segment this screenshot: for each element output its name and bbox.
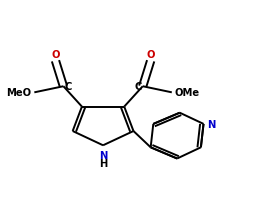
Text: N: N xyxy=(207,119,216,129)
Text: C: C xyxy=(134,82,141,92)
Text: C: C xyxy=(65,82,72,92)
Text: O: O xyxy=(51,50,60,59)
Text: N: N xyxy=(99,151,107,161)
Text: MeO: MeO xyxy=(6,88,32,98)
Text: OMe: OMe xyxy=(175,88,200,98)
Text: O: O xyxy=(146,50,155,59)
Text: H: H xyxy=(99,158,107,168)
